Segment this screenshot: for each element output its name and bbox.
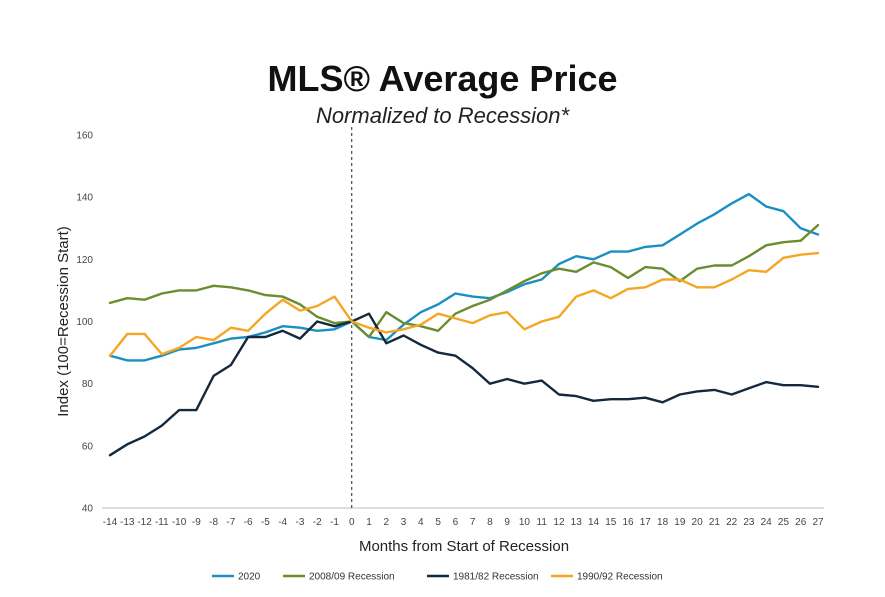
x-tick-label: 27 (812, 517, 824, 528)
y-tick-label: 100 (76, 317, 93, 328)
x-tick-label: 19 (674, 517, 686, 528)
y-axis-title: Index (100=Recession Start) (55, 226, 72, 417)
chart-title: MLS® Average Price (267, 58, 618, 99)
x-tick-label: -9 (192, 517, 201, 528)
x-tick-label: -3 (295, 517, 304, 528)
x-tick-label: 24 (761, 517, 773, 528)
x-tick-label: 2 (384, 517, 390, 528)
legend-label-0: 2020 (238, 572, 261, 583)
x-tick-label: 10 (519, 517, 531, 528)
x-tick-label: 23 (743, 517, 755, 528)
x-tick-label: 11 (537, 517, 548, 528)
x-tick-label: 18 (657, 517, 669, 528)
x-tick-label: -8 (209, 517, 218, 528)
series-line-1 (108, 223, 820, 339)
x-tick-label: 22 (726, 517, 738, 528)
x-tick-label: 6 (453, 517, 459, 528)
x-tick-label: -7 (226, 517, 235, 528)
x-tick-label: 17 (640, 517, 652, 528)
series-line-2 (108, 312, 820, 457)
x-tick-label: -5 (261, 517, 270, 528)
x-tick-label: 15 (605, 517, 617, 528)
y-tick-label: 160 (76, 131, 93, 142)
legend-label-3: 1990/92 Recession (577, 572, 663, 583)
x-tick-label: -4 (278, 517, 287, 528)
x-tick-label: -6 (244, 517, 253, 528)
y-tick-label: 140 (76, 193, 93, 204)
x-tick-label: 25 (778, 517, 790, 528)
y-tick-label: 80 (82, 379, 94, 390)
x-tick-label: -13 (120, 517, 135, 528)
x-tick-label: 5 (435, 517, 441, 528)
chart-subtitle: Normalized to Recession* (315, 103, 570, 128)
x-tick-label: 4 (418, 517, 424, 528)
x-tick-label: -14 (103, 517, 118, 528)
x-tick-label: 1 (366, 517, 372, 528)
x-tick-label: 8 (487, 517, 493, 528)
x-tick-label: 26 (795, 517, 807, 528)
x-tick-label: -11 (155, 517, 169, 528)
x-tick-label: 13 (571, 517, 583, 528)
x-tick-label: -1 (330, 517, 339, 528)
x-axis-title: Months from Start of Recession (359, 538, 569, 555)
x-tick-label: 12 (553, 517, 565, 528)
x-tick-label: 21 (709, 517, 721, 528)
x-tick-label: -10 (172, 517, 187, 528)
x-tick-label: 7 (470, 517, 476, 528)
x-tick-label: -12 (137, 517, 152, 528)
y-tick-label: 120 (76, 255, 93, 266)
x-tick-label: 9 (504, 517, 510, 528)
x-tick-label: 16 (622, 517, 634, 528)
chart-axes (102, 127, 824, 509)
x-tick-label: 14 (588, 517, 600, 528)
y-tick-label: 40 (82, 504, 94, 515)
y-tick-label: 60 (82, 441, 94, 452)
chart-legend: 2020 2008/09 Recession 1981/82 Recession 19… (212, 572, 663, 583)
series-line-0 (108, 192, 820, 362)
chart-series-group (108, 192, 820, 457)
legend-label-2: 1981/82 Recession (453, 572, 539, 583)
x-tick-label: -2 (313, 517, 322, 528)
legend-label-1: 2008/09 Recession (309, 572, 395, 583)
series-line-3 (108, 251, 820, 357)
x-tick-label: 20 (692, 517, 704, 528)
x-tick-label: 0 (349, 517, 355, 528)
x-tick-label: 3 (401, 517, 407, 528)
